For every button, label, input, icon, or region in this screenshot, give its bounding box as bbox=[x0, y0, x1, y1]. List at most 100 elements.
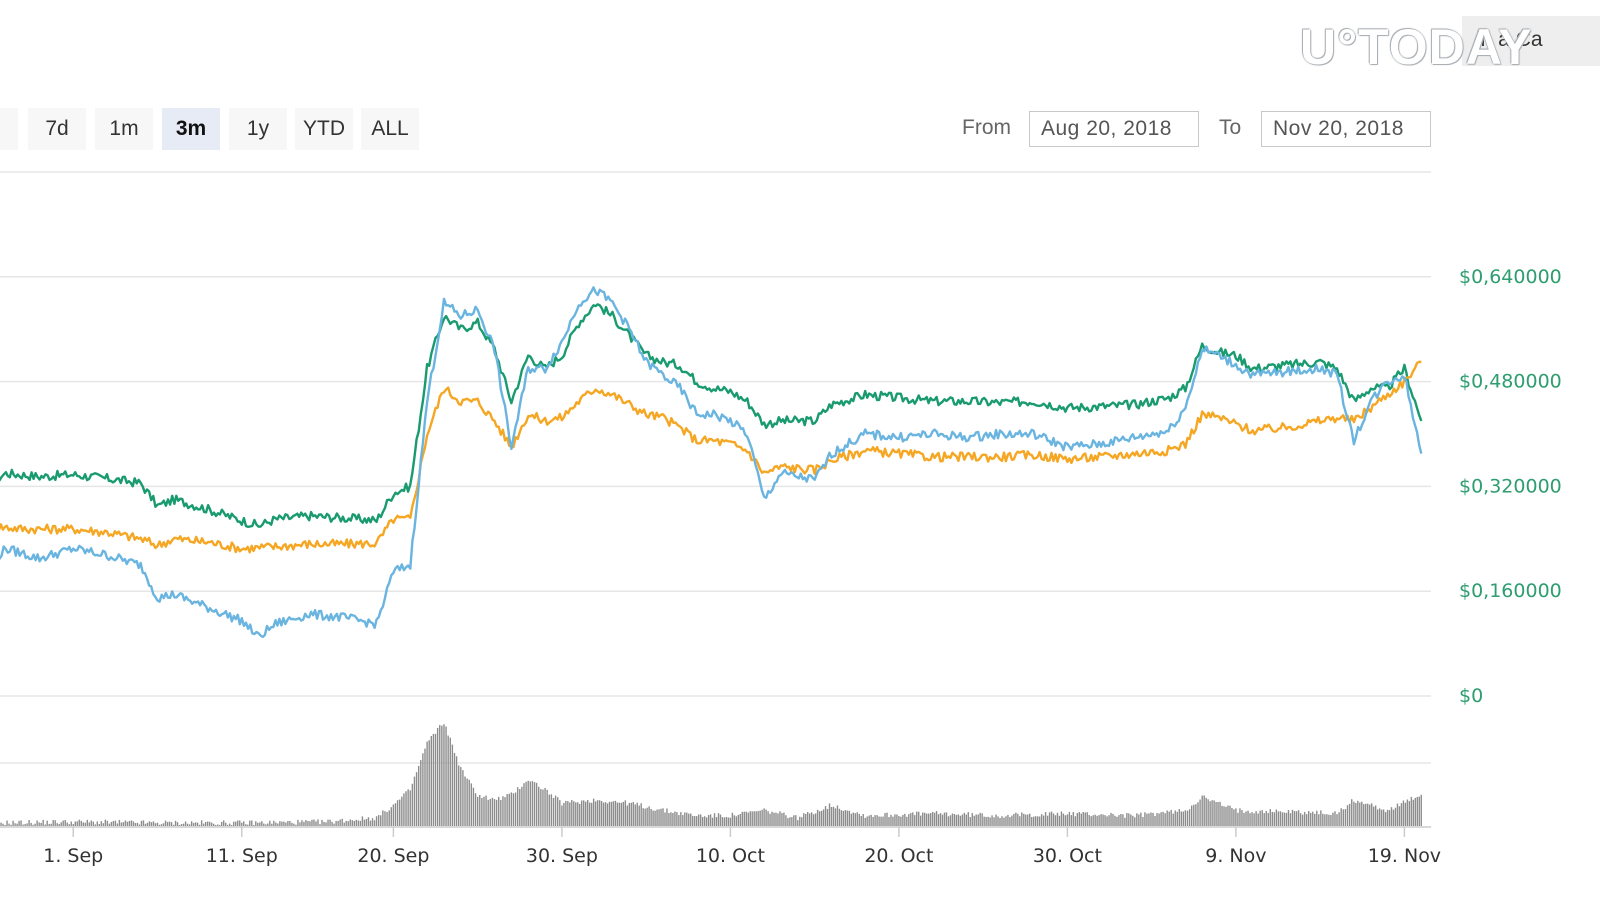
volume-bar bbox=[174, 820, 177, 826]
volume-bar bbox=[622, 801, 625, 826]
volume-bar bbox=[1376, 809, 1379, 826]
volume-bar bbox=[1092, 815, 1094, 826]
volume-bar bbox=[1062, 813, 1065, 826]
corner-tab-label: in a Ca bbox=[1476, 28, 1543, 51]
volume-bar bbox=[1001, 816, 1003, 826]
volume-bar bbox=[0, 822, 2, 826]
volume-bar bbox=[225, 822, 227, 826]
volume-bar bbox=[540, 789, 542, 826]
volume-bar bbox=[1186, 810, 1189, 826]
volume-bar bbox=[222, 820, 225, 826]
volume-bar bbox=[592, 798, 595, 826]
volume-bar bbox=[4, 824, 6, 826]
volume-bar bbox=[642, 808, 644, 826]
range-button-1y[interactable]: 1y bbox=[229, 108, 287, 150]
volume-bar bbox=[493, 799, 496, 826]
volume-bar bbox=[168, 821, 171, 826]
volume-bar bbox=[474, 793, 477, 826]
volume-bar bbox=[88, 822, 90, 826]
volume-bar bbox=[22, 824, 24, 826]
volume-bar bbox=[848, 810, 851, 826]
volume-bar bbox=[822, 809, 825, 826]
volume-bar bbox=[1150, 812, 1152, 826]
volume-bar bbox=[793, 815, 795, 826]
volume-bar bbox=[384, 811, 386, 826]
volume-bar bbox=[1227, 805, 1229, 826]
volume-bar bbox=[142, 820, 145, 826]
price-series bbox=[0, 286, 1423, 639]
range-button-1m[interactable]: 1m bbox=[95, 108, 153, 150]
range-button-ytd[interactable]: YTD bbox=[295, 108, 353, 150]
volume-bar bbox=[606, 803, 609, 826]
volume-bar bbox=[413, 776, 416, 826]
range-button-1d[interactable]: 1d bbox=[0, 108, 18, 150]
volume-bar bbox=[1009, 817, 1011, 826]
volume-bar bbox=[257, 822, 259, 826]
volume-bar bbox=[1116, 816, 1118, 826]
volume-bar bbox=[150, 822, 153, 826]
volume-bar bbox=[341, 818, 343, 826]
volume-bar bbox=[660, 808, 662, 826]
volume-bar bbox=[1265, 810, 1267, 826]
volume-bar bbox=[1166, 810, 1168, 826]
volume-bar bbox=[1243, 812, 1245, 826]
volume-bar bbox=[1390, 807, 1393, 826]
volume-bar bbox=[436, 727, 439, 826]
range-button-7d[interactable]: 7d bbox=[28, 108, 86, 150]
volume-bar bbox=[460, 767, 462, 826]
volume-bar bbox=[1100, 814, 1102, 826]
volume-bar bbox=[868, 815, 870, 826]
volume-bar bbox=[449, 737, 451, 826]
volume-bar bbox=[1058, 815, 1061, 826]
volume-bar bbox=[963, 812, 966, 826]
volume-bar bbox=[808, 813, 811, 826]
volume-bar bbox=[331, 821, 333, 826]
volume-bar bbox=[781, 813, 783, 826]
to-date-input[interactable]: Nov 20, 2018 bbox=[1261, 111, 1431, 147]
volume-bar bbox=[906, 816, 908, 826]
volume-bar bbox=[1128, 813, 1130, 826]
volume-bar bbox=[1386, 809, 1389, 826]
volume-bar bbox=[1182, 811, 1185, 826]
volume-bar bbox=[162, 823, 165, 826]
volume-bar bbox=[396, 800, 399, 826]
volume-bar bbox=[745, 811, 747, 826]
volume-bar bbox=[516, 787, 519, 826]
volume-bar bbox=[208, 821, 211, 826]
volume-bar bbox=[281, 821, 283, 826]
volume-bar bbox=[805, 813, 807, 826]
x-tick-label: 1. Sep bbox=[43, 845, 103, 867]
volume-bar bbox=[697, 814, 700, 826]
volume-bar bbox=[658, 809, 660, 826]
volume-bar bbox=[42, 819, 44, 826]
volume-bar bbox=[711, 817, 714, 826]
volume-bar bbox=[1190, 805, 1193, 826]
range-button-3m[interactable]: 3m bbox=[162, 108, 220, 150]
volume-bar bbox=[12, 820, 14, 826]
volume-bar bbox=[686, 812, 688, 826]
volume-bar bbox=[1402, 800, 1405, 826]
volume-bar bbox=[713, 813, 716, 826]
volume-bar bbox=[1054, 815, 1057, 826]
volume-bar bbox=[339, 819, 341, 826]
volume-bar bbox=[158, 824, 161, 826]
volume-bar bbox=[610, 801, 613, 826]
volume-bar bbox=[166, 821, 169, 826]
volume-bar bbox=[878, 816, 880, 826]
from-date-input[interactable]: Aug 20, 2018 bbox=[1029, 111, 1199, 147]
volume-bar bbox=[799, 816, 801, 826]
volume-bar bbox=[1307, 811, 1310, 826]
corner-tab[interactable]: in a Ca bbox=[1462, 16, 1600, 66]
volume-bar bbox=[904, 813, 906, 826]
volume-bar bbox=[1396, 803, 1399, 826]
volume-bar bbox=[828, 803, 831, 826]
volume-bar bbox=[1283, 812, 1286, 826]
volume-bar bbox=[1060, 811, 1063, 826]
volume-bar bbox=[447, 735, 449, 826]
range-button-all[interactable]: ALL bbox=[361, 108, 419, 150]
volume-bar bbox=[1215, 801, 1217, 826]
volume-bar bbox=[1388, 810, 1391, 826]
volume-bar bbox=[1138, 814, 1140, 826]
volume-bar bbox=[1056, 812, 1059, 826]
volume-bar bbox=[1090, 816, 1092, 826]
